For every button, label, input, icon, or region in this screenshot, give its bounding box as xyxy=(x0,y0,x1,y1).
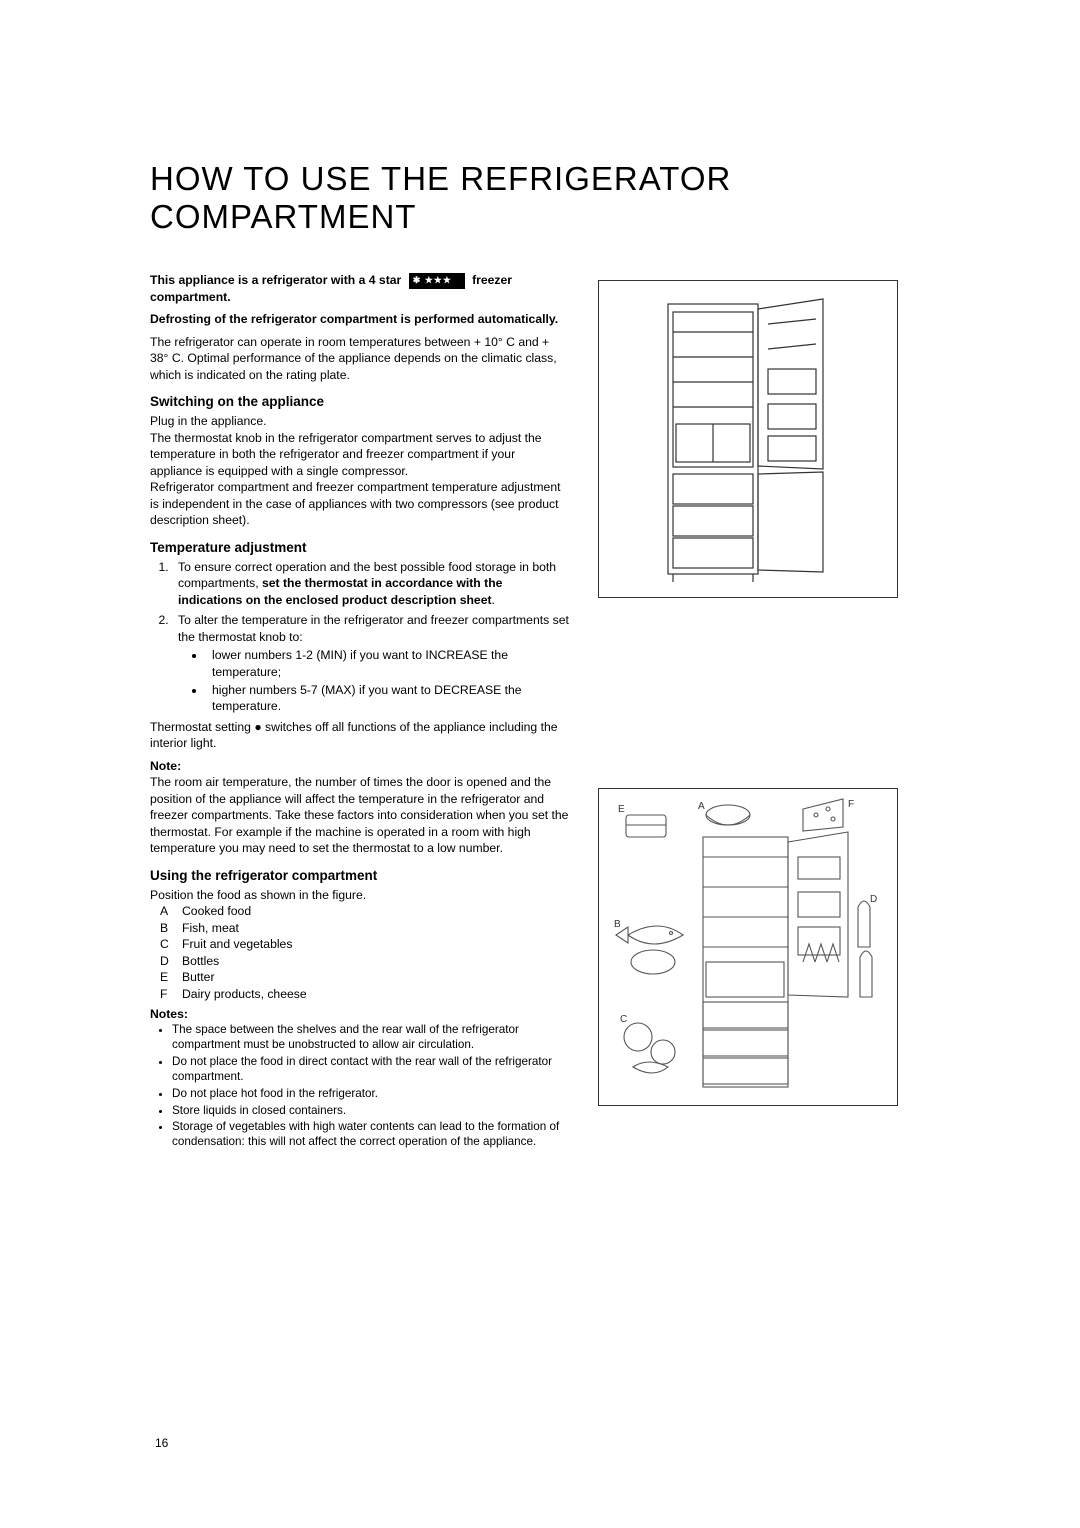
fridge-svg-icon xyxy=(618,294,878,584)
fridge-line-drawing xyxy=(598,280,898,598)
temp-off: Thermostat setting ● switches off all fu… xyxy=(150,719,570,752)
notes-list: The space between the shelves and the re… xyxy=(150,1023,570,1151)
temp-item-2-text: To alter the temperature in the refriger… xyxy=(178,613,569,643)
temp-item-1c: . xyxy=(492,593,495,607)
food-letter-list: ACooked food BFish, meat CFruit and vege… xyxy=(150,903,570,1002)
manual-page: HOW TO USE THE REFRIGERATOR COMPARTMENT … xyxy=(0,0,1080,1528)
list-key: B xyxy=(160,920,182,936)
temp-note-body: The room air temperature, the number of … xyxy=(150,774,570,856)
svg-text:B: B xyxy=(614,919,621,930)
intro-4star-a: This appliance is a refrigerator with a … xyxy=(150,273,401,287)
page-title: HOW TO USE THE REFRIGERATOR COMPARTMENT xyxy=(150,160,930,236)
food-svg-icon: E A F D B C xyxy=(608,797,888,1097)
list-val: Dairy products, cheese xyxy=(182,986,307,1002)
list-val: Cooked food xyxy=(182,903,251,919)
switching-plug: Plug in the appliance. xyxy=(150,413,570,429)
list-item: BFish, meat xyxy=(160,920,570,936)
intro-4star: This appliance is a refrigerator with a … xyxy=(150,272,570,305)
list-key: C xyxy=(160,936,182,952)
figure-column: E A F D B C xyxy=(598,272,898,1153)
four-star-icon xyxy=(409,273,465,289)
list-key: D xyxy=(160,953,182,969)
notes-heading: Notes: xyxy=(150,1006,570,1022)
note-item: Do not place hot food in the refrigerato… xyxy=(172,1087,570,1102)
list-item: CFruit and vegetables xyxy=(160,936,570,952)
list-key: F xyxy=(160,986,182,1002)
text-column: This appliance is a refrigerator with a … xyxy=(150,272,570,1153)
temp-sub-1: lower numbers 1-2 (MIN) if you want to I… xyxy=(206,647,570,680)
list-key: E xyxy=(160,969,182,985)
intro-defrost: Defrosting of the refrigerator compartme… xyxy=(150,311,570,327)
temp-item-1: To ensure correct operation and the best… xyxy=(172,559,570,608)
temp-sublist: lower numbers 1-2 (MIN) if you want to I… xyxy=(178,647,570,715)
temp-list: To ensure correct operation and the best… xyxy=(150,559,570,715)
svg-text:C: C xyxy=(620,1014,627,1025)
temp-sub-2: higher numbers 5-7 (MAX) if you want to … xyxy=(206,682,570,715)
list-val: Butter xyxy=(182,969,215,985)
switching-independent: Refrigerator compartment and freezer com… xyxy=(150,479,570,528)
note-item: Storage of vegetables with high water co… xyxy=(172,1120,570,1150)
temp-item-2: To alter the temperature in the refriger… xyxy=(172,612,570,715)
food-placement-drawing: E A F D B C xyxy=(598,788,898,1106)
list-item: EButter xyxy=(160,969,570,985)
using-position: Position the food as shown in the figure… xyxy=(150,887,570,903)
list-item: FDairy products, cheese xyxy=(160,986,570,1002)
list-val: Fish, meat xyxy=(182,920,239,936)
svg-text:D: D xyxy=(870,894,877,905)
switching-knob: The thermostat knob in the refrigerator … xyxy=(150,430,570,479)
list-key: A xyxy=(160,903,182,919)
list-val: Bottles xyxy=(182,953,219,969)
list-item: DBottles xyxy=(160,953,570,969)
switching-heading: Switching on the appliance xyxy=(150,393,570,411)
using-heading: Using the refrigerator compartment xyxy=(150,867,570,885)
page-number: 16 xyxy=(155,1436,168,1450)
temp-heading: Temperature adjustment xyxy=(150,539,570,557)
intro-operating: The refrigerator can operate in room tem… xyxy=(150,334,570,383)
note-item: The space between the shelves and the re… xyxy=(172,1023,570,1053)
two-column-layout: This appliance is a refrigerator with a … xyxy=(150,272,930,1153)
svg-text:F: F xyxy=(848,799,854,810)
note-item: Store liquids in closed containers. xyxy=(172,1104,570,1119)
svg-text:E: E xyxy=(618,804,625,815)
temp-note-heading: Note: xyxy=(150,758,570,774)
list-item: ACooked food xyxy=(160,903,570,919)
svg-text:A: A xyxy=(698,801,705,812)
note-item: Do not place the food in direct contact … xyxy=(172,1055,570,1085)
list-val: Fruit and vegetables xyxy=(182,936,292,952)
